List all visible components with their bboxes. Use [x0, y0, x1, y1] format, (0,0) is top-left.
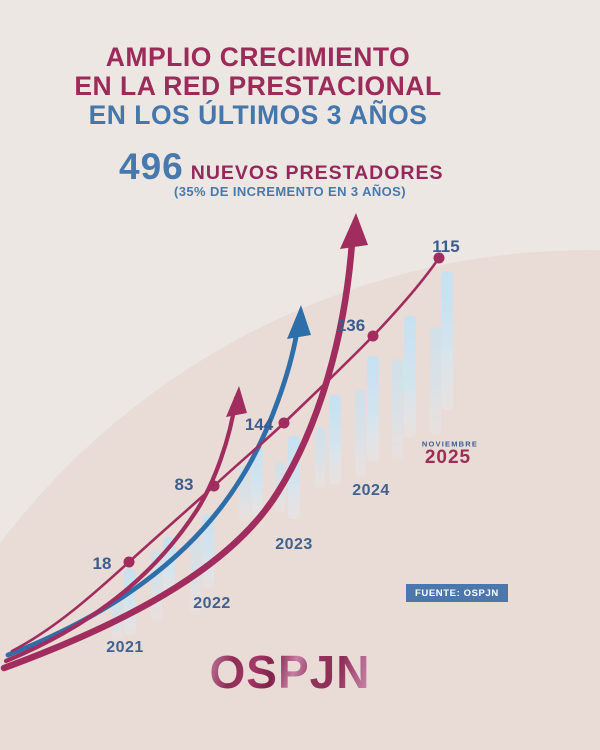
stat-number: 496 [119, 146, 184, 187]
data-point-2024 [367, 330, 379, 342]
data-point-2021 [123, 556, 135, 568]
large-maroon-arrow-shaft [0, 224, 357, 672]
year-label-2023: 2023 [275, 536, 313, 553]
data-point-2025 [433, 252, 445, 264]
growth-bar [392, 359, 403, 460]
value-label-2022: 83 [174, 475, 194, 494]
year-label-2025: 2025 [424, 447, 472, 468]
stat-subtitle: (35% DE INCREMENTO EN 3 AÑOS) [174, 184, 406, 199]
title-line-1: AMPLIO CRECIMIENTO [105, 42, 411, 72]
growth-bar [404, 316, 416, 438]
small-maroon-growth-arrow-icon [3, 386, 247, 664]
growth-bar [430, 327, 441, 435]
year-label-2022: 2022 [193, 595, 231, 612]
data-line [10, 256, 441, 653]
month-label-noviembre: NOVIEMBRE [421, 439, 479, 449]
growth-bar [251, 448, 263, 518]
growth-bar [441, 271, 453, 410]
growth-bar [315, 427, 326, 488]
value-label-2023: 144 [244, 415, 274, 434]
value-label-2024: 136 [336, 316, 366, 335]
large-maroon-arrow-head [340, 213, 368, 249]
small-maroon-arrow-head [226, 386, 247, 417]
year-label-2021: 2021 [106, 639, 144, 656]
growth-bar [124, 569, 136, 635]
data-line-series [10, 252, 445, 653]
stat-label: NUEVOS PRESTADORES [190, 162, 444, 184]
stat-row: 496 NUEVOS PRESTADORES [119, 146, 444, 188]
source-badge: FUENTE: OSPJN [406, 584, 508, 602]
title-line-3: EN LOS ÚLTIMOS 3 AÑOS [88, 100, 428, 130]
value-label-2021: 18 [92, 554, 112, 573]
growth-bar [329, 395, 341, 484]
data-point-2023 [278, 417, 290, 429]
small-maroon-arrow-shaft [3, 395, 239, 664]
value-label-2025: 115 [432, 237, 460, 256]
year-label-2024: 2024 [352, 482, 390, 499]
data-point-2022 [208, 480, 220, 492]
decorative-bar-series [112, 271, 453, 639]
title-line-2: EN LA RED PRESTACIONAL [74, 71, 442, 101]
ospjn-logo: OSPJN [209, 646, 371, 698]
page-title: AMPLIO CRECIMIENTO EN LA RED PRESTACIONA… [0, 43, 518, 130]
growth-bar [355, 390, 366, 478]
growth-bar [367, 356, 379, 462]
blue-arrow-head [287, 305, 311, 339]
large-maroon-growth-arrow-icon [0, 213, 368, 672]
